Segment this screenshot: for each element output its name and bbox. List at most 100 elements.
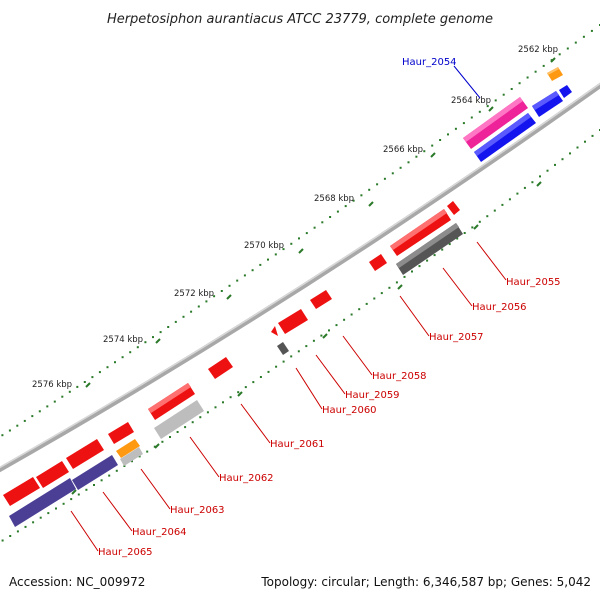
scale-dot — [123, 465, 126, 467]
scale-dot — [243, 274, 246, 277]
gene-label-haur-2062[interactable]: Haur_2062 — [219, 473, 274, 484]
scale-dot — [167, 326, 170, 328]
scale-dot — [542, 64, 545, 67]
scale-dot — [462, 122, 465, 125]
gene-haur-2061[interactable] — [208, 357, 233, 379]
scale-dot — [290, 242, 293, 245]
scale-dot — [423, 150, 426, 153]
scale-dot — [91, 376, 94, 379]
gene-label-haur-2058[interactable]: Haur_2058 — [372, 371, 427, 382]
gene-haur-2056[interactable] — [396, 223, 463, 275]
gene-label-haur-2055[interactable]: Haur_2055 — [506, 277, 561, 288]
scale-dot — [62, 502, 65, 505]
gene-haur-2064[interactable] — [66, 439, 118, 490]
scale-dot — [176, 431, 179, 433]
scale-dot — [275, 365, 278, 368]
scale-dot — [136, 346, 139, 349]
scale-dot — [534, 70, 537, 73]
scale-dot — [426, 259, 429, 262]
gene-label-haur-2056[interactable]: Haur_2056 — [472, 302, 527, 313]
scale-dot — [144, 341, 147, 344]
gene-haur-2057[interactable] — [369, 254, 387, 271]
scale-dot — [312, 339, 315, 342]
scale-dot — [24, 525, 27, 528]
gene-blue-2[interactable] — [532, 91, 563, 117]
scale-dot — [251, 269, 254, 272]
scale-dot — [267, 258, 269, 261]
gene-haur-2063[interactable] — [108, 422, 143, 466]
tick-label-2574: 2574 kbp — [103, 335, 143, 345]
major-ticks — [85, 57, 556, 388]
scale-dot — [343, 318, 346, 321]
scale-dot — [213, 295, 216, 298]
scale-dot — [501, 203, 504, 206]
scale-dot — [471, 226, 474, 229]
scale-dot — [486, 105, 489, 108]
gene-blue-1[interactable] — [474, 113, 536, 162]
scale-dot — [418, 265, 421, 268]
gene-haur-2062[interactable] — [148, 383, 204, 439]
gene-label-haur-2063[interactable]: Haur_2063 — [170, 505, 225, 516]
gene-label-haur-2060[interactable]: Haur_2060 — [322, 405, 377, 416]
scale-dot — [526, 76, 529, 79]
tick-label-2562: 2562 kbp — [518, 45, 558, 55]
scale-dot — [169, 436, 171, 438]
gene-label-haur-2064[interactable]: Haur_2064 — [132, 527, 187, 538]
scale-dot — [259, 376, 262, 378]
scale-dot — [16, 530, 19, 533]
gene-label-haur-2054[interactable]: Haur_2054 — [402, 57, 457, 68]
gene-label-haur-2065[interactable]: Haur_2065 — [98, 547, 153, 558]
scale-dot — [360, 194, 363, 197]
scale-dot — [456, 237, 459, 240]
gene-label-haur-2057[interactable]: Haur_2057 — [429, 332, 484, 343]
scale-dot — [447, 133, 449, 136]
gene-haur-2065[interactable] — [3, 461, 76, 527]
scale-dot — [298, 237, 300, 240]
gene-haur-2054-block[interactable] — [547, 67, 563, 81]
scale-dot — [391, 172, 394, 175]
gene-label-haur-2061[interactable]: Haur_2061 — [270, 439, 325, 450]
genome-summary-text: Topology: circular; Length: 6,346,587 bp… — [260, 575, 591, 589]
scale-dot — [328, 329, 330, 332]
gene-haur-2059[interactable] — [271, 326, 278, 336]
scale-dot — [454, 127, 457, 130]
scale-dot — [407, 161, 410, 164]
tick-label-2566: 2566 kbp — [383, 145, 423, 155]
scale-dot — [8, 429, 11, 432]
scale-dot — [131, 460, 133, 463]
gene-haur-2060[interactable] — [277, 342, 289, 355]
scale-dot — [206, 411, 209, 414]
scale-dot — [510, 88, 513, 90]
gene-haur-2055[interactable] — [390, 201, 460, 256]
scale-dot — [584, 140, 586, 143]
scale-dot — [344, 205, 347, 208]
scale-dot — [1, 539, 4, 542]
scale-dot — [115, 469, 118, 472]
scale-dot — [566, 47, 569, 50]
scale-dot — [153, 445, 156, 448]
scale-dot — [415, 155, 418, 158]
scale-dot — [463, 232, 466, 234]
scale-dot — [574, 41, 577, 44]
scale-dot — [259, 263, 262, 266]
gene-pink[interactable] — [463, 97, 528, 149]
scale-dot — [76, 385, 79, 388]
scale-dot — [98, 371, 101, 374]
gene-blue-3[interactable] — [559, 85, 572, 98]
tick-label-2564: 2564 kbp — [451, 96, 491, 106]
scale-dot — [182, 315, 185, 318]
scale-dot — [383, 177, 386, 180]
scale-dot — [403, 275, 406, 278]
scale-dot — [431, 144, 434, 147]
gene-label-haur-2059[interactable]: Haur_2059 — [345, 390, 400, 401]
scale-dot — [554, 163, 556, 166]
scale-dot — [502, 93, 505, 96]
scale-dot — [229, 396, 232, 399]
gene-haur-2058[interactable] — [278, 290, 332, 334]
scale-dot — [9, 535, 12, 537]
scale-dot — [53, 400, 56, 403]
scale-dot — [244, 386, 247, 389]
scale-dot — [114, 361, 116, 364]
genome-backbone — [0, 82, 600, 473]
